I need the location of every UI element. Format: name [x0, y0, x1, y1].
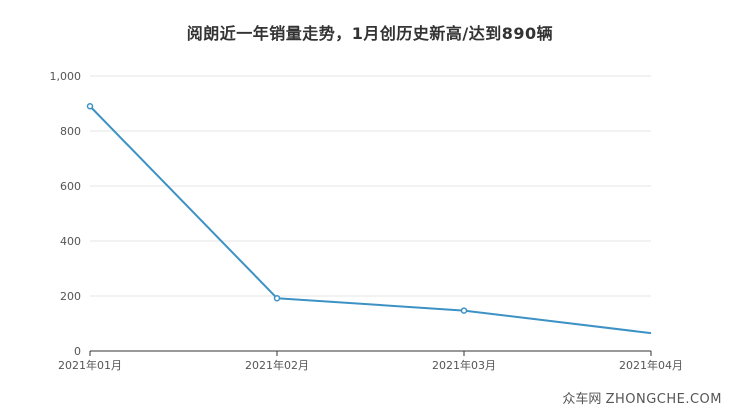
- grid-lines: [90, 75, 651, 297]
- watermark-en: ZHONGCHE.COM: [605, 392, 722, 407]
- watermark-cn: 众车网: [562, 392, 602, 407]
- x-tick-label: 2021年01月: [58, 358, 122, 372]
- data-point: [273, 294, 281, 302]
- y-tick-label: 800: [60, 125, 81, 138]
- x-tick-label: 2021年02月: [245, 358, 309, 372]
- data-point: [86, 103, 94, 110]
- y-tick-label: 200: [60, 290, 81, 303]
- y-tick-label: 1,000: [50, 70, 82, 83]
- y-tick-label: 400: [60, 235, 81, 248]
- series-layer: [86, 103, 652, 335]
- data-point: [460, 307, 468, 314]
- x-tick-label: 2021年03月: [432, 358, 496, 372]
- chart-title: 阅朗近一年销量走势，1月创历史新高/达到890辆: [186, 24, 554, 43]
- y-tick-label: 0: [74, 345, 81, 358]
- y-axis-ticks: 0 200 400 600 800 1,000: [50, 70, 82, 358]
- watermark: 众车网 ZHONGCHE.COM: [562, 388, 722, 407]
- x-tick-label: 2021年04月: [619, 358, 683, 372]
- y-tick-label: 600: [60, 180, 81, 193]
- x-axis-ticks: 2021年01月 2021年02月 2021年03月 2021年04月: [58, 351, 683, 372]
- series-line: [89, 105, 652, 335]
